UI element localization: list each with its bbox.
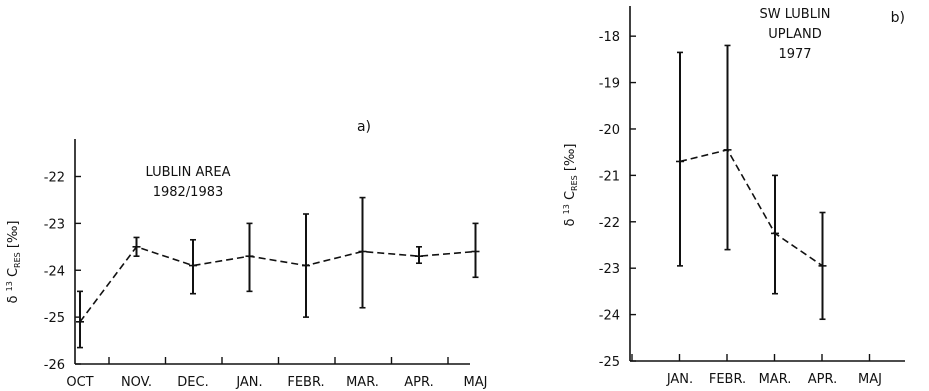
a-y-tick-label: -25 <box>44 311 65 326</box>
b-x-tick-label: APR. <box>808 372 837 387</box>
b-y-tick-label: -24 <box>599 309 620 324</box>
b-y-tick-label: -21 <box>599 169 620 184</box>
b-series-line <box>679 148 823 267</box>
b-y-tick-label: -18 <box>599 30 620 45</box>
a-x-tick-label: DEC. <box>177 375 208 390</box>
b-x-tick-label: FEBR. <box>709 372 746 387</box>
b-y-tick-label: -23 <box>599 262 620 277</box>
b-annotation-line: 1977 <box>778 47 811 62</box>
a-x-tick-label: MAR. <box>346 375 379 390</box>
chart-panel-a: -26 -25 -24 -23 -22 OCT NOV. DEC. JAN. FEBR. MAR. A… <box>5 119 487 390</box>
a-series-line <box>79 245 476 323</box>
a-annotation-line: 1982/1983 <box>153 185 224 200</box>
chart-panel-b: -25 -24 -23 -22 -21 -20 -19 -18 JAN. FEBR. MAR. APR… <box>562 6 905 387</box>
a-x-tick-label: MAJ <box>464 375 488 390</box>
a-x-tick-label: JAN. <box>235 375 262 390</box>
b-panel-label: b) <box>891 10 905 26</box>
a-y-tick-label: -23 <box>44 217 65 232</box>
a-x-tick-label: FEBR. <box>287 375 324 390</box>
b-annotation-line: SW LUBLIN <box>759 7 830 22</box>
a-y-tick-label: -26 <box>44 358 65 373</box>
a-x-tick-label: NOV. <box>121 375 152 390</box>
a-panel-label: a) <box>357 119 371 135</box>
b-y-tick-label: -19 <box>599 77 620 92</box>
b-x-tick-label: JAN. <box>666 372 693 387</box>
a-y-tick-label: -24 <box>44 264 65 279</box>
b-annotation-line: UPLAND <box>768 27 822 42</box>
b-y-axis-label: δ 13 CRES [‰] <box>562 144 579 227</box>
a-y-axis-label: δ 13 CRES [‰] <box>5 221 22 304</box>
b-y-tick-label: -20 <box>599 123 620 138</box>
b-y-tick-label: -22 <box>599 216 620 231</box>
b-x-tick-label: MAR. <box>759 372 792 387</box>
b-y-tick-label: -25 <box>599 355 620 370</box>
b-x-tick-label: MAJ <box>858 372 882 387</box>
a-x-tick-label: APR. <box>404 375 433 390</box>
a-x-tick-label: OCT <box>66 375 93 390</box>
a-y-tick-label: -22 <box>44 171 65 186</box>
a-annotation-line: LUBLIN AREA <box>146 165 231 180</box>
